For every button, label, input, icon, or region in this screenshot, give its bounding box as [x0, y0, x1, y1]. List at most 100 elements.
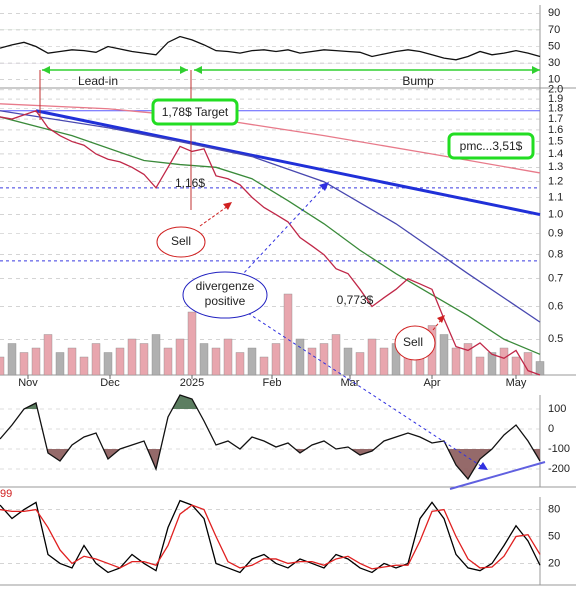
- volume-bar: [343, 347, 353, 376]
- arrow: [199, 205, 229, 227]
- y-tick-label: 70: [548, 24, 560, 36]
- annotation: Lead-in: [78, 74, 118, 88]
- annotation: positive: [205, 294, 246, 308]
- series-line: [0, 504, 541, 570]
- y-tick-label: 0.5: [548, 333, 563, 345]
- annotation: pmc...3,51$: [460, 139, 523, 153]
- callout: [394, 325, 436, 361]
- shade-area: [0, 449, 540, 479]
- volume-bar: [259, 356, 269, 376]
- volume-bar: [463, 343, 473, 376]
- series-line: [0, 109, 541, 376]
- annotation: Sell: [171, 234, 191, 248]
- series-line: [0, 110, 541, 323]
- series-line: [0, 35, 541, 61]
- volume-bar: [163, 347, 173, 376]
- volume-bar: [439, 334, 449, 376]
- y-tick-label: 90: [548, 7, 560, 19]
- volume-bar: [55, 352, 65, 376]
- volume-bar: [67, 347, 77, 376]
- shade-area: [0, 63, 540, 64]
- annotation: 0,773$: [337, 293, 374, 307]
- y-tick-label: 50: [548, 530, 560, 542]
- y-tick-label: -200: [548, 463, 570, 475]
- x-tick-label: Mar: [341, 377, 360, 389]
- volume-bar: [43, 334, 53, 376]
- volume-bar: [295, 338, 305, 376]
- volume-bar: [115, 347, 125, 376]
- volume-bar: [199, 343, 209, 376]
- volume-bar: [235, 352, 245, 376]
- volume-bar: [283, 293, 293, 376]
- y-tick-label: 1.9: [548, 93, 563, 105]
- series-line: [0, 116, 541, 355]
- indicator-label: 99: [0, 488, 12, 500]
- callout: [182, 271, 268, 319]
- volume-bar: [487, 352, 497, 376]
- volume-bar: [511, 356, 521, 376]
- x-tick-label: Apr: [423, 377, 440, 389]
- y-tick-label: 1.1: [548, 191, 563, 203]
- series-line: [0, 394, 541, 481]
- y-tick-label: 1.6: [548, 124, 563, 136]
- arrow-head: [478, 462, 488, 470]
- volume-bar: [103, 352, 113, 376]
- y-tick-label: 1.8: [548, 103, 563, 115]
- y-tick-label: 1.5: [548, 135, 563, 147]
- volume-bar: [307, 347, 317, 376]
- volume-bar: [271, 343, 281, 376]
- volume-bar: [79, 356, 89, 376]
- annotation: Sell: [403, 335, 423, 349]
- y-tick-label: 100: [548, 403, 566, 415]
- arrow-head: [319, 182, 329, 191]
- volume-bar: [367, 338, 377, 376]
- y-tick-label: 20: [548, 557, 560, 569]
- volume-bar: [31, 347, 41, 376]
- x-tick-label: May: [506, 377, 527, 389]
- y-tick-label: 1.3: [548, 161, 563, 173]
- y-tick-label: 50: [548, 40, 560, 52]
- volume-bar: [355, 352, 365, 376]
- volume-bar: [451, 347, 461, 376]
- y-tick-label: 1.2: [548, 176, 563, 188]
- annotation: divergenze: [196, 279, 255, 293]
- volume-bar: [247, 347, 257, 376]
- trend-line: [35, 109, 541, 217]
- volume-bar: [7, 343, 17, 376]
- volume-bar: [331, 334, 341, 376]
- volume-bar: [223, 338, 233, 376]
- volume-bar: [151, 334, 161, 376]
- y-tick-label: 0.7: [548, 273, 563, 285]
- y-tick-label: 80: [548, 503, 560, 515]
- y-tick-label: -100: [548, 443, 570, 455]
- volume-bar: [475, 356, 485, 376]
- x-tick-label: Dec: [100, 377, 120, 389]
- volume-bar: [127, 338, 137, 376]
- volume-bar: [319, 343, 329, 376]
- arrow-head: [223, 202, 232, 210]
- volume-bar: [175, 338, 185, 376]
- annotation: Bump: [402, 74, 434, 88]
- label-box: [151, 98, 239, 126]
- volume-bar: [211, 347, 221, 376]
- arrow-head: [437, 315, 445, 323]
- x-tick-label: 2025: [180, 377, 204, 389]
- y-tick-label: 0.6: [548, 300, 563, 312]
- x-tick-label: Nov: [18, 377, 38, 389]
- arrow: [432, 319, 442, 331]
- volume-bar: [535, 361, 545, 376]
- callout: [156, 226, 206, 258]
- divergence-line: [449, 461, 546, 490]
- volume-bar: [139, 343, 149, 376]
- x-tick-label: Feb: [263, 377, 282, 389]
- y-tick-label: 30: [548, 57, 560, 69]
- annotation: 1,78$ Target: [162, 105, 229, 119]
- volume-bar: [19, 352, 29, 376]
- volume-bar: [187, 311, 197, 376]
- y-tick-label: 1.7: [548, 113, 563, 125]
- volume-bar: [91, 343, 101, 376]
- y-tick-label: 0: [548, 423, 554, 435]
- annotation: 1,16$: [175, 176, 205, 190]
- y-tick-label: 1.0: [548, 208, 563, 220]
